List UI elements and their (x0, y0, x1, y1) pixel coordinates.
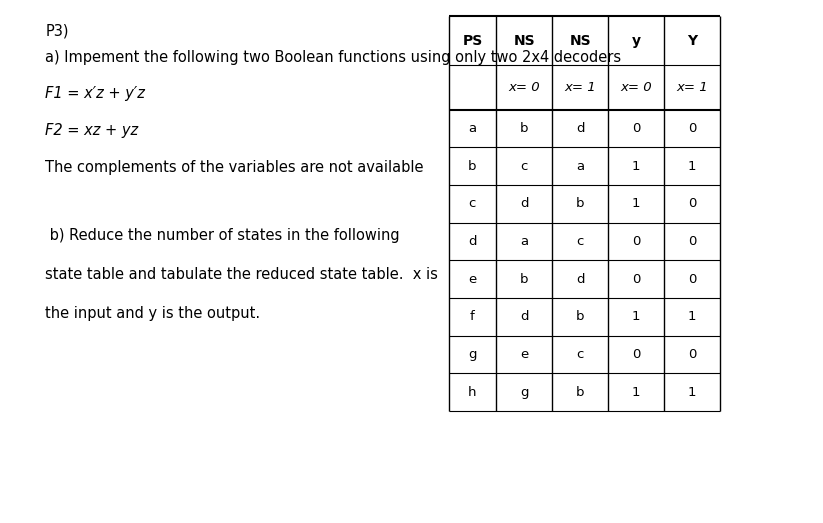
Text: Y: Y (687, 33, 697, 48)
Text: d: d (468, 235, 477, 248)
Text: c: c (469, 198, 476, 210)
Text: h: h (468, 386, 477, 399)
Text: 0: 0 (632, 235, 640, 248)
Text: P3): P3) (45, 24, 69, 39)
Text: 0: 0 (688, 348, 696, 361)
Text: NS: NS (514, 33, 535, 48)
Text: b: b (576, 311, 584, 323)
Text: b: b (576, 198, 584, 210)
Text: g: g (468, 348, 477, 361)
Text: x= 0: x= 0 (509, 81, 540, 94)
Text: d: d (520, 311, 528, 323)
Text: c: c (577, 235, 584, 248)
Text: a: a (520, 235, 528, 248)
Text: 1: 1 (688, 160, 696, 173)
Text: b: b (468, 160, 477, 173)
Text: d: d (520, 198, 528, 210)
Text: c: c (521, 160, 528, 173)
Text: 1: 1 (632, 198, 640, 210)
Text: a: a (576, 160, 584, 173)
Text: d: d (576, 122, 584, 135)
Text: 0: 0 (632, 348, 640, 361)
Text: PS: PS (463, 33, 482, 48)
Text: x= 1: x= 1 (677, 81, 708, 94)
Text: 1: 1 (632, 160, 640, 173)
Text: 0: 0 (688, 198, 696, 210)
Text: 0: 0 (632, 273, 640, 286)
Text: a) Impement the following two Boolean functions using only two 2x4 decoders: a) Impement the following two Boolean fu… (45, 50, 621, 65)
Text: 1: 1 (688, 311, 696, 323)
Text: g: g (520, 386, 528, 399)
Text: b) Reduce the number of states in the following: b) Reduce the number of states in the fo… (45, 228, 400, 243)
Text: e: e (468, 273, 477, 286)
Text: F1 = x′z + y′z: F1 = x′z + y′z (45, 86, 145, 101)
Text: c: c (577, 348, 584, 361)
Text: 0: 0 (688, 235, 696, 248)
Text: The complements of the variables are not available: The complements of the variables are not… (45, 160, 424, 175)
Text: y: y (632, 33, 640, 48)
Text: NS: NS (570, 33, 591, 48)
Text: b: b (576, 386, 584, 399)
Text: a: a (468, 122, 477, 135)
Text: x= 1: x= 1 (565, 81, 596, 94)
Text: 0: 0 (632, 122, 640, 135)
Text: f: f (470, 311, 475, 323)
Text: d: d (576, 273, 584, 286)
Text: b: b (520, 273, 528, 286)
Text: 1: 1 (688, 386, 696, 399)
Text: the input and y is the output.: the input and y is the output. (45, 306, 260, 321)
Text: x= 0: x= 0 (621, 81, 652, 94)
Text: 0: 0 (688, 122, 696, 135)
Text: F2 = xz + yz: F2 = xz + yz (45, 123, 138, 138)
Text: 1: 1 (632, 386, 640, 399)
Text: state table and tabulate the reduced state table.  x is: state table and tabulate the reduced sta… (45, 267, 438, 282)
Text: 0: 0 (688, 273, 696, 286)
Text: 1: 1 (632, 311, 640, 323)
Text: b: b (520, 122, 528, 135)
Text: e: e (520, 348, 528, 361)
